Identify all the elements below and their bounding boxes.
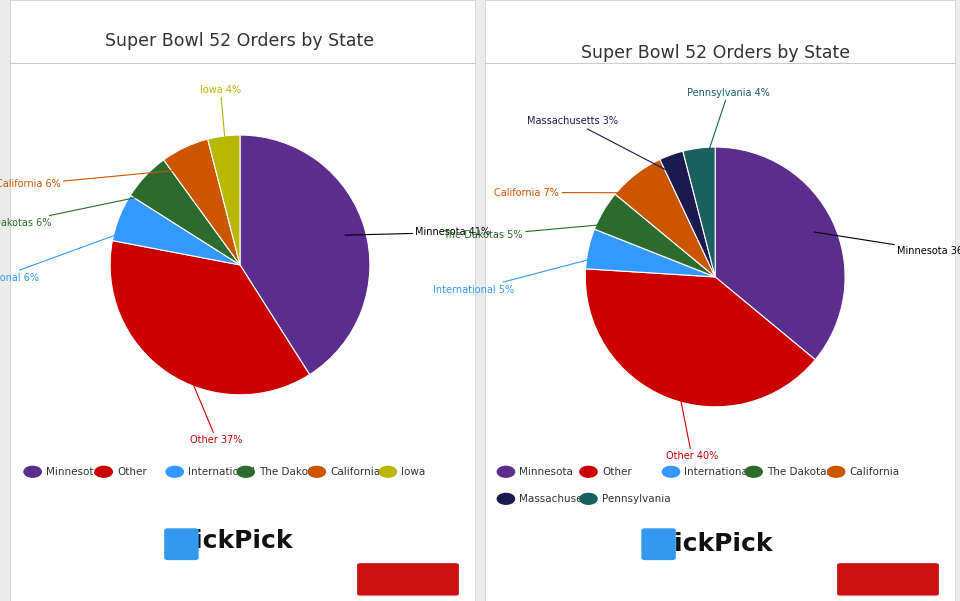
Text: International 5%: International 5% [433,254,609,295]
Text: infogram: infogram [381,575,435,584]
Text: infogram: infogram [861,575,915,584]
Text: The Dakotas: The Dakotas [259,467,324,477]
Wedge shape [163,139,240,265]
Wedge shape [586,269,815,407]
Wedge shape [586,229,715,277]
Text: Massachusetts 3%: Massachusetts 3% [527,116,677,175]
Text: Massachusetts: Massachusetts [519,494,596,504]
Wedge shape [110,240,309,395]
Text: California: California [850,467,900,477]
Text: Minnesota: Minnesota [46,467,100,477]
Title: Super Bowl 52 Orders by State: Super Bowl 52 Orders by State [581,44,850,62]
Text: Iowa: Iowa [401,467,425,477]
Text: Minnesota 36%: Minnesota 36% [814,232,960,256]
Wedge shape [660,151,715,277]
Text: Other: Other [117,467,147,477]
Text: Other 40%: Other 40% [665,379,718,461]
Text: Minnesota: Minnesota [519,467,573,477]
Text: TickPick: TickPick [658,532,773,556]
Wedge shape [112,195,240,265]
Text: California 6%: California 6% [0,169,192,189]
Text: International 6%: International 6% [0,227,138,283]
Text: The Dakotas 5%: The Dakotas 5% [444,223,621,240]
Wedge shape [131,160,240,265]
Text: TickPick: TickPick [178,529,293,553]
Text: California: California [330,467,380,477]
Text: The Dakotas: The Dakotas [767,467,832,477]
Text: The Dakotas 6%: The Dakotas 6% [0,192,159,228]
Wedge shape [594,194,715,277]
Title: Super Bowl 52 Orders by State: Super Bowl 52 Orders by State [106,32,374,50]
Text: International: International [188,467,255,477]
Wedge shape [207,135,240,265]
Text: Other 37%: Other 37% [181,356,243,445]
Text: International: International [684,467,752,477]
Text: Minnesota 41%: Minnesota 41% [345,227,491,237]
Text: Iowa 4%: Iowa 4% [200,85,241,156]
Wedge shape [715,147,845,360]
Wedge shape [683,147,715,277]
Text: Other: Other [602,467,632,477]
Wedge shape [240,135,370,374]
Text: California 7%: California 7% [494,188,647,198]
Text: Pennsylvania: Pennsylvania [602,494,670,504]
Text: Pennsylvania 4%: Pennsylvania 4% [686,88,770,169]
Wedge shape [615,159,715,277]
